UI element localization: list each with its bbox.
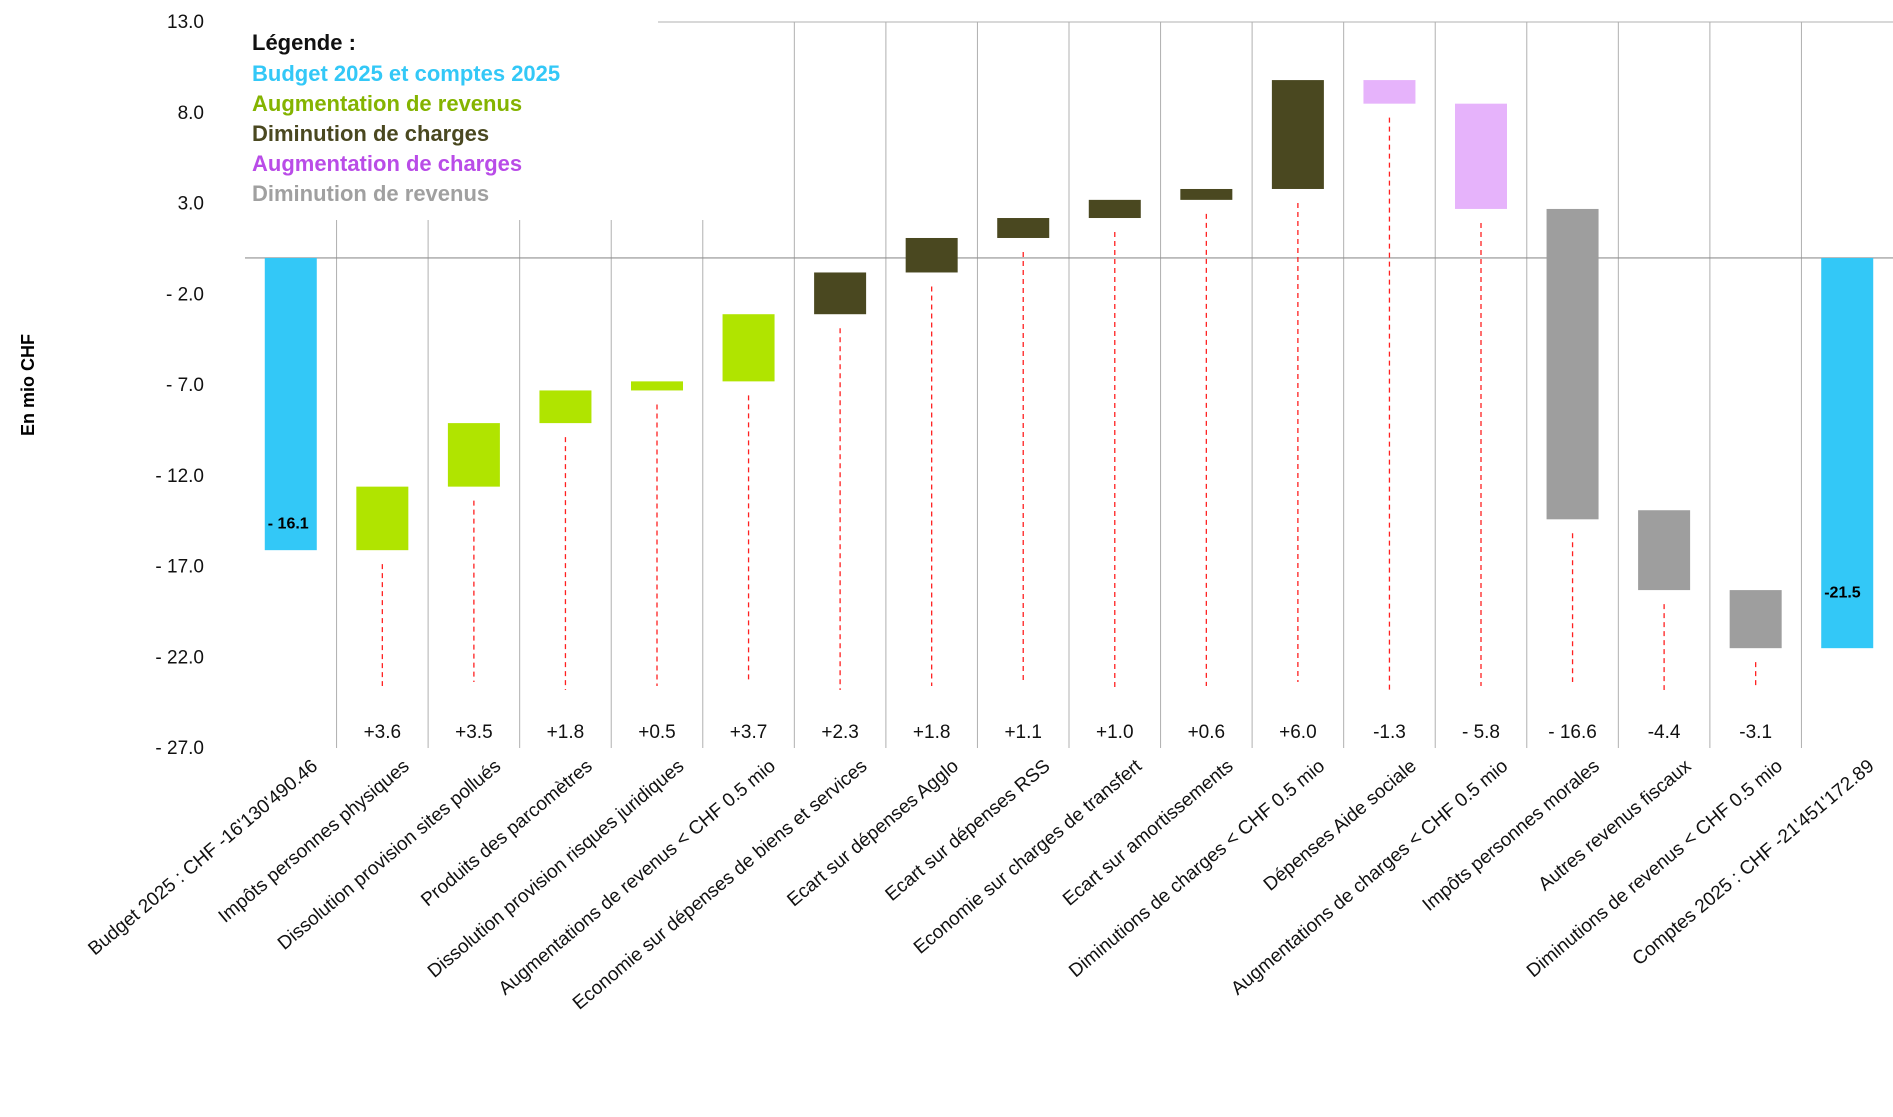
category-label: Ecart sur amortissements (1059, 756, 1238, 911)
bar-revenue-up (356, 486, 409, 551)
connectors-layer (381, 117, 1757, 690)
y-tick-label: - 12.0 (155, 466, 204, 487)
legend-item: Budget 2025 et comptes 2025 (252, 61, 560, 86)
bar-charges-up (1455, 103, 1507, 209)
grid-layer (245, 21, 1893, 748)
value-label: -3.1 (1739, 722, 1772, 743)
value-label: -4.4 (1648, 722, 1681, 743)
legend-item: Augmentation de charges (252, 151, 522, 176)
y-tick-label: 8.0 (178, 103, 204, 124)
y-tick-label: - 2.0 (166, 284, 204, 305)
bar-charges-down (905, 237, 958, 273)
bar-charges-down (1180, 188, 1233, 200)
value-label: +1.0 (1096, 722, 1134, 743)
category-label: Impôts personnes physiques (215, 756, 414, 928)
bar-total (264, 257, 317, 551)
y-tick-label: - 22.0 (155, 647, 204, 668)
value-label: +3.5 (455, 722, 493, 743)
value-label: +2.3 (821, 722, 859, 743)
category-label: Dépenses Aide sociale (1260, 756, 1421, 896)
bar-revenue-up (447, 423, 500, 487)
value-label: +3.6 (364, 722, 402, 743)
value-label: +1.8 (547, 722, 585, 743)
value-label: -21.5 (1824, 584, 1861, 601)
value-label: - 5.8 (1462, 722, 1500, 743)
bar-revenue-up (631, 381, 683, 391)
y-tick-label: 3.0 (178, 194, 204, 215)
legend-title: Légende : (252, 30, 356, 55)
y-tick-label: - 27.0 (155, 738, 204, 759)
value-label: +3.7 (730, 722, 768, 743)
legend-item: Diminution de revenus (252, 181, 489, 206)
legend: Légende : Budget 2025 et comptes 2025 Augm… (252, 30, 560, 206)
legend-item: Diminution de charges (252, 121, 489, 146)
bars-layer (264, 80, 1874, 649)
bar-revenue-down (1546, 208, 1599, 520)
category-label: Impôts personnes morales (1419, 756, 1604, 916)
bar-charges-down (997, 218, 1050, 238)
value-label: +0.6 (1188, 722, 1226, 743)
value-label: +1.1 (1004, 722, 1042, 743)
legend-item: Augmentation de revenus (252, 91, 522, 116)
category-label: Produits des parcomètres (417, 756, 596, 911)
value-label: +1.8 (913, 722, 951, 743)
bar-charges-up (1363, 80, 1416, 104)
bar-revenue-up (539, 390, 592, 424)
bar-revenue-down (1729, 590, 1782, 649)
category-label: Autres revenus fiscaux (1535, 755, 1696, 895)
value-label: - 16.1 (268, 515, 309, 532)
value-label: +0.5 (638, 722, 676, 743)
y-axis-label: En mio CHF (18, 334, 38, 436)
value-label: - 16.6 (1548, 722, 1597, 743)
bar-revenue-up (722, 314, 775, 382)
bar-total (1821, 257, 1874, 649)
category-label: Ecart sur dépenses RSS (882, 756, 1055, 906)
y-tick-label: - 17.0 (155, 557, 204, 578)
bar-charges-down (1271, 80, 1324, 189)
value-label: +6.0 (1279, 722, 1317, 743)
y-tick-label: - 7.0 (166, 375, 204, 396)
bar-charges-down (1088, 199, 1141, 219)
category-label: Ecart sur dépenses Agglo (784, 756, 963, 911)
y-tick-label: 13.0 (167, 12, 204, 33)
bar-revenue-down (1638, 510, 1691, 591)
bar-charges-down (814, 272, 867, 315)
value-label: -1.3 (1373, 722, 1406, 743)
